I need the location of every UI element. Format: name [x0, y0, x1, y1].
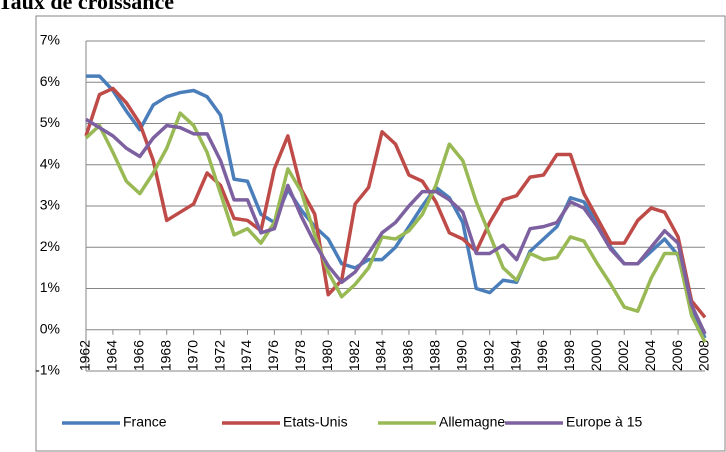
legend-label: Europe à 15 [566, 414, 642, 430]
x-tick-label: 2006 [669, 340, 685, 371]
x-tick-label: 1986 [400, 340, 416, 371]
x-tick-label: 1964 [104, 340, 120, 371]
x-tick-label: 1982 [346, 340, 362, 371]
series-line [85, 117, 707, 335]
x-tick-label: 1996 [534, 340, 550, 371]
x-tick-label: 1992 [480, 340, 496, 371]
x-tick-label: 2000 [588, 340, 604, 371]
legend-label: France [123, 414, 167, 430]
x-tick-label: 2004 [642, 340, 658, 371]
x-tick-label: 1962 [77, 340, 93, 371]
x-tick-label: 1994 [507, 340, 523, 371]
x-tick-label: 1972 [211, 340, 227, 371]
y-tick-label: 3% [40, 197, 60, 213]
y-tick-label: 2% [40, 238, 60, 254]
x-tick-label: 1974 [238, 340, 254, 371]
x-tick-label: 2008 [696, 340, 712, 371]
x-tick-label: 1978 [292, 340, 308, 371]
chart-title: Taux de croissance [0, 0, 174, 14]
y-tick-label: 5% [40, 114, 60, 130]
y-tick-label: 4% [40, 155, 60, 171]
y-tick-label: -1% [35, 362, 60, 378]
legend-label: Etats-Unis [283, 414, 348, 430]
series-line [84, 86, 707, 319]
legend-label: Allemagne [439, 414, 505, 430]
y-tick-label: 0% [40, 320, 60, 336]
x-tick-label: 1980 [319, 340, 335, 371]
y-tick-label: 6% [40, 73, 60, 89]
x-tick-label: 1970 [184, 340, 200, 371]
series-line [84, 111, 707, 343]
x-tick-label: 1968 [157, 340, 173, 371]
x-tick-label: 1984 [373, 340, 389, 371]
x-tick-label: 1966 [131, 340, 147, 371]
x-tick-label: 1990 [453, 340, 469, 371]
x-tick-label: 2002 [615, 340, 631, 371]
x-tick-label: 1998 [561, 340, 577, 371]
y-tick-label: 1% [40, 279, 60, 295]
x-tick-label: 1976 [265, 340, 281, 371]
x-tick-label: 1988 [427, 340, 443, 371]
y-tick-label: 7% [40, 32, 60, 48]
series-line [86, 74, 707, 339]
